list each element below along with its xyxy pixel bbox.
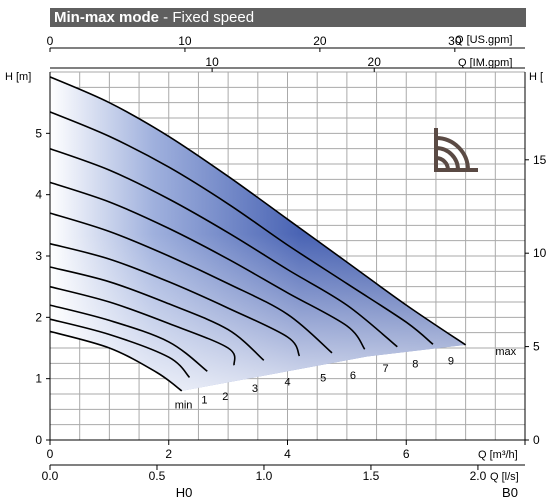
top-imgpm-axis-label: Q [IM.gpm] xyxy=(458,57,512,69)
top-usgpm-tick-label: 10 xyxy=(178,34,192,48)
curve-2 xyxy=(49,304,208,372)
curve-label-2: 2 xyxy=(222,391,228,403)
bottom-ls-tick-label: 1.0 xyxy=(256,469,273,483)
left-tick-label: 1 xyxy=(35,372,42,386)
curve-label-8: 8 xyxy=(412,358,418,370)
curve-label-1: 1 xyxy=(201,395,207,407)
left-tick-label: 4 xyxy=(35,188,42,202)
curve-4 xyxy=(49,266,265,361)
curve-3 xyxy=(49,285,236,366)
left-axis-label: H [m] xyxy=(5,71,31,83)
bottom-m3h-tick-label: 2 xyxy=(165,447,172,461)
curve-label-3: 3 xyxy=(252,383,258,395)
chart-title-subtitle: Fixed speed xyxy=(172,9,255,26)
right-axis-label: H [ xyxy=(529,71,543,83)
left-tick-label: 2 xyxy=(35,310,42,324)
right-tick-label: 15 xyxy=(533,153,547,167)
curve-1 xyxy=(49,318,191,378)
left-tick-label: 0 xyxy=(35,433,42,447)
top-usgpm-axis-label: Q [US.gpm] xyxy=(455,34,512,46)
bottom-ls-tick-label: 0.5 xyxy=(149,469,166,483)
bottom-m3h-tick-label: 0 xyxy=(47,447,54,461)
curve-7 xyxy=(49,181,366,350)
curve-9 xyxy=(49,111,434,345)
footer-label-h0: H0 xyxy=(176,485,193,499)
operating-area xyxy=(50,76,466,391)
bottom-ls-tick-label: 2.0 xyxy=(470,469,487,483)
bottom-m3h-tick-label: 4 xyxy=(284,447,291,461)
right-tick-label: 10 xyxy=(533,246,547,260)
curve-label-7: 7 xyxy=(383,363,389,375)
curve-max xyxy=(49,76,467,346)
curve-6 xyxy=(49,212,333,354)
bottom-ls-axis-label: Q [l/s] xyxy=(490,471,519,483)
curve-label-6: 6 xyxy=(350,370,356,382)
top-usgpm-tick-label: 0 xyxy=(47,34,54,48)
axes xyxy=(46,47,529,470)
curve-label-4: 4 xyxy=(285,377,291,389)
wireless-signal-icon xyxy=(434,128,478,172)
left-tick-label: 3 xyxy=(35,249,42,263)
footer-label-b0: B0 xyxy=(502,485,518,499)
curve-min xyxy=(49,330,183,392)
right-tick-label: 0 xyxy=(533,433,540,447)
top-usgpm-tick-label: 30 xyxy=(448,34,462,48)
chart-title-bar: Min-max mode - Fixed speed xyxy=(50,8,526,27)
operating-area-highlight xyxy=(50,76,466,391)
top-imgpm-tick-label: 20 xyxy=(368,55,382,69)
top-usgpm-tick-label: 20 xyxy=(313,34,327,48)
speed-curves: max 9 8 7 6 5 4 3 2 1 min xyxy=(49,76,517,411)
bottom-m3h-tick-label: 6 xyxy=(403,447,410,461)
top-imgpm-tick-label: 10 xyxy=(205,55,219,69)
left-tick-label: 5 xyxy=(35,126,42,140)
chart-title-separator: - xyxy=(159,9,173,26)
curve-5 xyxy=(49,242,301,357)
right-tick-label: 5 xyxy=(533,340,540,354)
bottom-m3h-axis-label: Q [m³/h] xyxy=(478,449,518,461)
curve-label-min: min xyxy=(175,399,193,411)
curve-label-5: 5 xyxy=(320,372,326,384)
bottom-ls-tick-label: 1.5 xyxy=(363,469,380,483)
chart-title-mode: Min-max mode xyxy=(54,9,160,26)
bottom-ls-tick-label: 0.0 xyxy=(42,469,59,483)
curve-label-9: 9 xyxy=(448,355,454,367)
curve-label-max: max xyxy=(495,346,516,358)
curve-8 xyxy=(49,147,398,348)
